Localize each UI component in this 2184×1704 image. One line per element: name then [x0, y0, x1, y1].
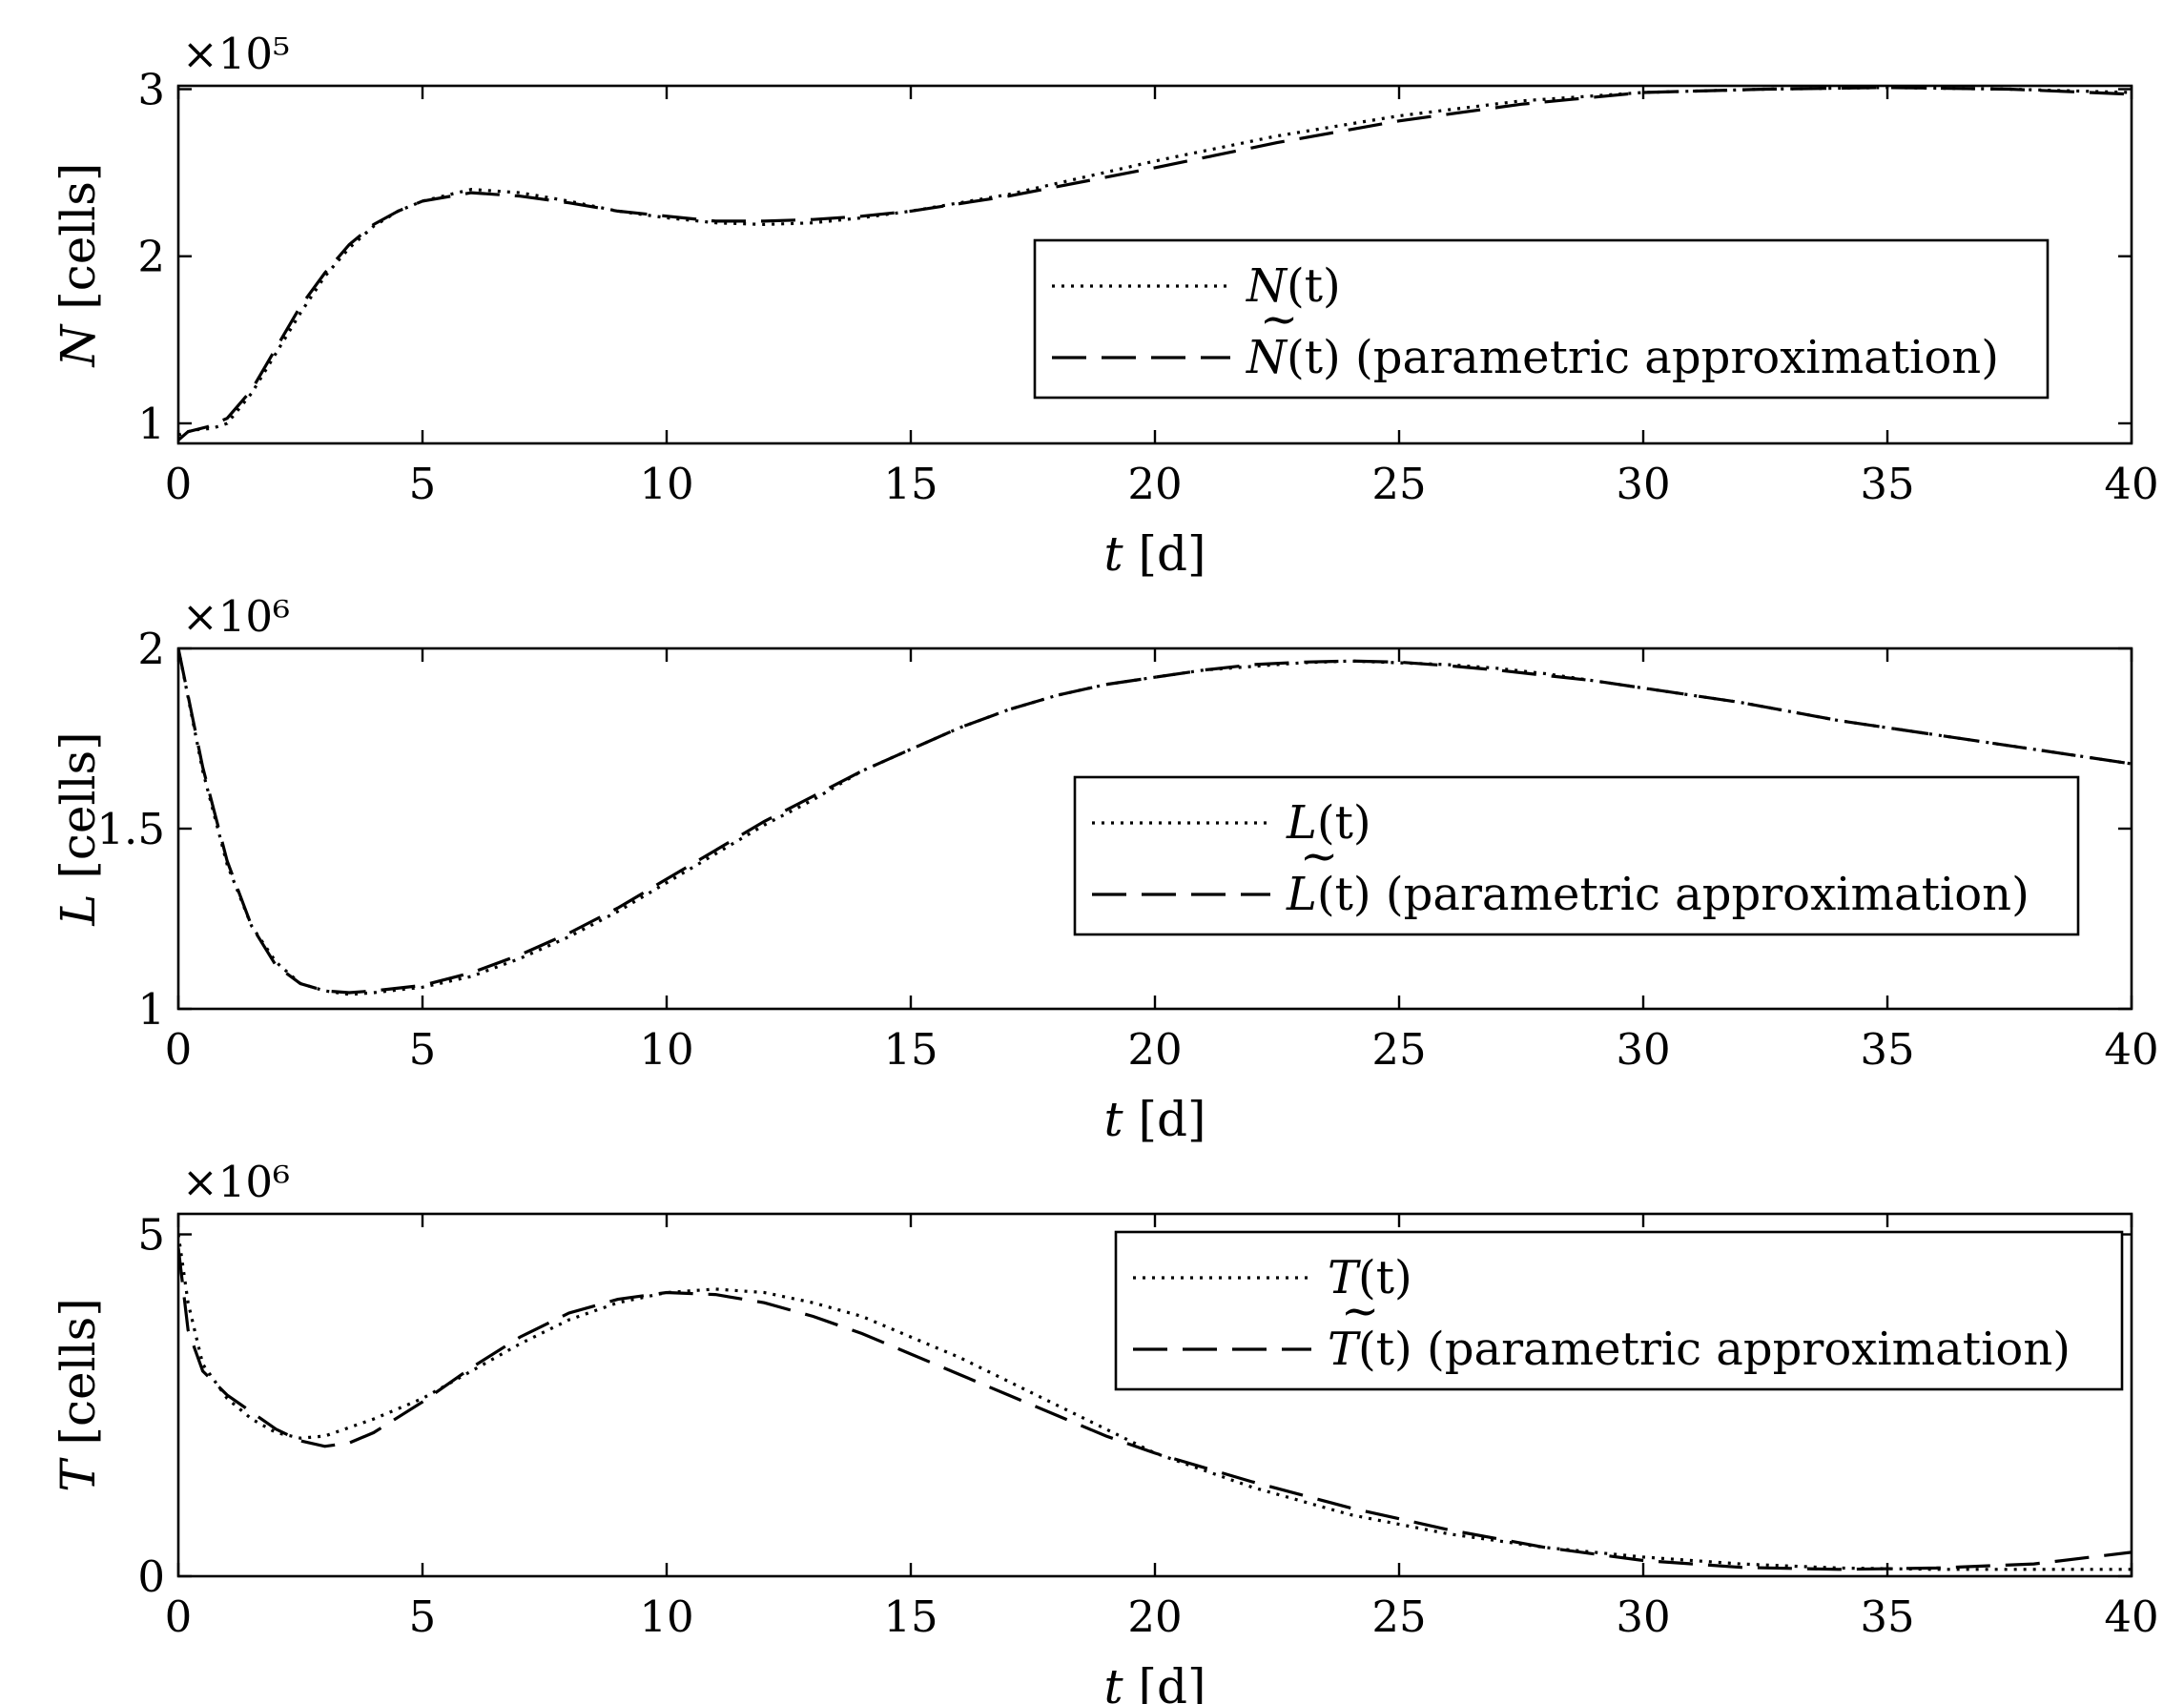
x-tick-label: 0 — [165, 1024, 193, 1075]
y-axis-label: L [cells] — [51, 731, 106, 926]
x-tick-label: 15 — [883, 459, 937, 509]
x-tick-label: 25 — [1371, 459, 1426, 509]
x-tick-label: 20 — [1127, 459, 1182, 509]
x-tick-label: 35 — [1860, 1024, 1914, 1075]
axis-exponent: ×10⁶ — [182, 591, 290, 642]
legend-entry: L(t) (parametric approximation) — [1286, 868, 2029, 921]
x-tick-label: 0 — [165, 1591, 193, 1642]
series-line-approximation — [178, 86, 2132, 441]
x-tick-label: 40 — [2104, 459, 2158, 509]
x-axis-label: t [d] — [1103, 1659, 1205, 1704]
x-tick-label: 0 — [165, 459, 193, 509]
chart-panel-3: 0 5 10 15 20 25 30 35 40 0 5 ×10⁶ t [d] T [cells] T(t)… — [51, 1157, 2159, 1704]
y-tick-label: 5 — [137, 1210, 165, 1261]
series-line-data — [178, 86, 2132, 437]
x-tick-label: 30 — [1616, 1591, 1670, 1642]
x-tick-label: 30 — [1616, 1024, 1670, 1075]
x-axis-label: t [d] — [1103, 1092, 1205, 1147]
y-tick-label: 1 — [137, 399, 165, 449]
legend-entry: N(t) — [1246, 259, 1341, 313]
x-tick-label: 5 — [409, 1591, 437, 1642]
y-tick-label: 0 — [137, 1551, 165, 1602]
x-tick-label: 20 — [1127, 1024, 1182, 1075]
axis-exponent: ×10⁶ — [182, 1157, 290, 1207]
x-axis-label: t [d] — [1103, 526, 1205, 582]
x-tick-label: 35 — [1860, 1591, 1914, 1642]
y-tick-label: 1 — [137, 984, 165, 1035]
x-tick-label: 35 — [1860, 459, 1914, 509]
legend-entry: L(t) — [1286, 796, 1371, 850]
x-tick-label: 10 — [639, 1024, 693, 1075]
series-line-approximation — [178, 1247, 2132, 1571]
legend-entry: T(t) (parametric approximation) — [1328, 1323, 2071, 1376]
x-tick-label: 20 — [1127, 1591, 1182, 1642]
x-tick-label: 15 — [883, 1591, 937, 1642]
x-tick-label: 25 — [1371, 1024, 1426, 1075]
axis-exponent: ×10⁵ — [182, 29, 290, 79]
x-tick-label: 10 — [639, 1591, 693, 1642]
legend-box — [1033, 238, 2050, 400]
chart-panel-2: 0 5 10 15 20 25 30 35 40 1 1.5 2 ×10⁶ t [d] L [cells] L… — [51, 591, 2159, 1147]
legend: N(t) N(t) (parametric approximation)~ — [1033, 238, 2050, 400]
x-tick-label: 30 — [1616, 459, 1670, 509]
series-line-approximation — [178, 648, 2132, 995]
y-axis-label: T [cells] — [51, 1298, 106, 1492]
x-tick-label: 40 — [2104, 1024, 2158, 1075]
legend: L(t) L(t) (parametric approximation)~ — [1073, 775, 2080, 936]
legend-tilde: ~ — [1260, 293, 1298, 346]
y-tick-label: 3 — [137, 65, 165, 115]
y-tick-label: 1.5 — [96, 804, 165, 854]
legend-entry: T(t) — [1328, 1251, 1412, 1304]
legend-tilde: ~ — [1300, 830, 1338, 883]
y-axis-label: N [cells] — [51, 163, 106, 368]
legend-box — [1073, 775, 2080, 936]
x-tick-label: 5 — [409, 459, 437, 509]
x-tick-label: 25 — [1371, 1591, 1426, 1642]
x-tick-label: 10 — [639, 459, 693, 509]
legend-box — [1114, 1230, 2124, 1391]
x-tick-label: 5 — [409, 1024, 437, 1075]
legend-tilde: ~ — [1341, 1284, 1379, 1338]
y-tick-label: 2 — [137, 232, 165, 282]
x-tick-label: 40 — [2104, 1591, 2158, 1642]
chart-panel-1: 0 5 10 15 20 25 30 35 40 1 2 3 ×10⁵ t [d] N [cells] N(t… — [51, 29, 2159, 582]
x-tick-label: 15 — [883, 1024, 937, 1075]
legend: T(t) T(t) (parametric approximation)~ — [1114, 1230, 2124, 1391]
legend-entry: N(t) (parametric approximation) — [1246, 331, 1999, 384]
y-tick-label: 2 — [137, 624, 165, 674]
